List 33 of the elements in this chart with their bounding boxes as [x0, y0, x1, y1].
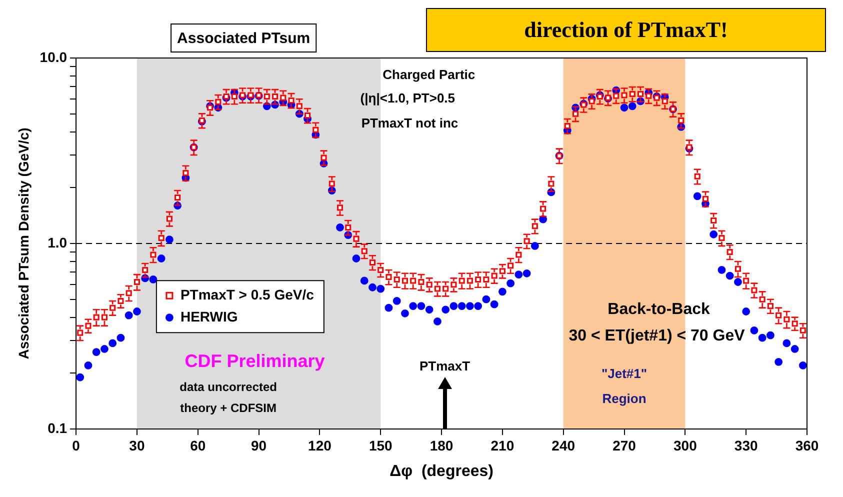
- chart-title: Associated PTsum: [177, 30, 310, 48]
- x-tick-label: 90: [250, 437, 267, 454]
- x-tick-label: 120: [308, 437, 332, 454]
- legend-label: HERWIG: [180, 308, 238, 324]
- annotation: Charged Partic: [382, 67, 476, 82]
- x-tick-label: 150: [368, 437, 393, 454]
- x-tick-label: 300: [673, 437, 698, 454]
- annotation: data uncorrected: [180, 380, 278, 394]
- annotation: Back-to-Back: [608, 301, 710, 318]
- y-tick-label: 1.0: [48, 234, 68, 250]
- x-tick-label: 30: [129, 437, 145, 454]
- x-tick-label: 360: [795, 437, 819, 454]
- annotation: PTmaxT: [419, 358, 470, 374]
- x-tick-label: 210: [490, 437, 514, 454]
- x-tick-label: 330: [734, 437, 758, 454]
- annotation: theory + CDFSIM: [180, 400, 277, 415]
- text: direction of PTmaxT!: [426, 8, 826, 52]
- x-tick-label: 60: [190, 437, 206, 454]
- y-tick-label: 0.1: [48, 420, 68, 436]
- annotation: PTmaxT not inc: [361, 116, 458, 131]
- annotation: "Jet#1": [601, 366, 648, 381]
- y-axis-title: Associated PTsum Density (GeV/c): [15, 128, 32, 360]
- x-tick-label: 180: [430, 437, 454, 454]
- legend-label: PTmaxT > 0.5 GeV/c: [180, 286, 314, 302]
- annotation: 30 < ET(jet#1) < 70 GeV: [568, 328, 746, 345]
- x-tick-label: 0: [72, 437, 80, 454]
- y-tick-label: 10.0: [40, 48, 68, 65]
- x-tick-label: 270: [612, 437, 636, 454]
- annotation: Region: [602, 391, 646, 406]
- annotation: (|η|<1.0, PT>0.5: [360, 90, 456, 106]
- x-tick-label: 240: [552, 437, 576, 454]
- x-axis-title: Δφ (degrees): [390, 462, 494, 480]
- annotation: CDF Preliminary: [184, 350, 325, 371]
